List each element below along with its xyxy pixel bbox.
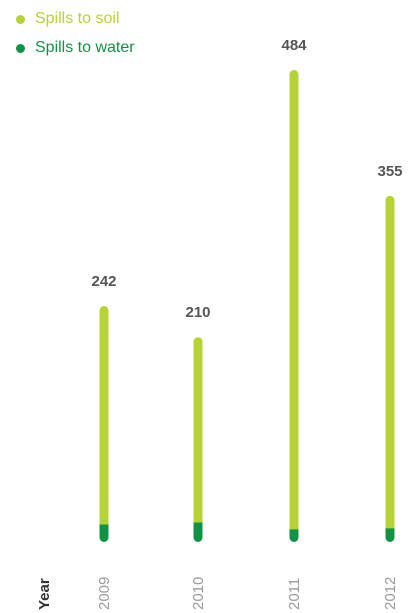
legend-item-soil: Spills to soil xyxy=(16,8,135,30)
legend-marker-soil xyxy=(16,14,25,24)
bar-water-2011 xyxy=(289,529,299,542)
data-label-total-2010: 210 xyxy=(185,304,210,321)
x-axis-label: Year xyxy=(36,578,53,610)
data-label-total-2011: 484 xyxy=(281,37,307,54)
bar-soil-2009 xyxy=(99,306,109,525)
data-label-total-2012: 355 xyxy=(377,163,402,180)
legend-label-soil: Spills to soil xyxy=(35,10,120,27)
x-tick-label-2012: 2012 xyxy=(382,577,399,610)
legend-label-water: Spills to water xyxy=(35,39,135,56)
chart-legend: Spills to soil Spills to water xyxy=(16,8,135,66)
x-tick-label-2010: 2010 xyxy=(190,577,207,610)
bar-soil-2012 xyxy=(385,195,395,529)
data-label-total-2009: 242 xyxy=(91,273,116,290)
bar-water-2010 xyxy=(193,522,203,542)
bar-water-2009 xyxy=(99,524,109,542)
legend-marker-water xyxy=(16,43,25,53)
legend-item-water: Spills to water xyxy=(16,37,135,59)
x-tick-label-2011: 2011 xyxy=(286,578,303,610)
x-tick-label-2009: 2009 xyxy=(96,577,113,610)
bar-soil-2010 xyxy=(193,337,203,523)
bar-soil-2011 xyxy=(289,70,299,530)
bar-water-2012 xyxy=(385,528,395,542)
